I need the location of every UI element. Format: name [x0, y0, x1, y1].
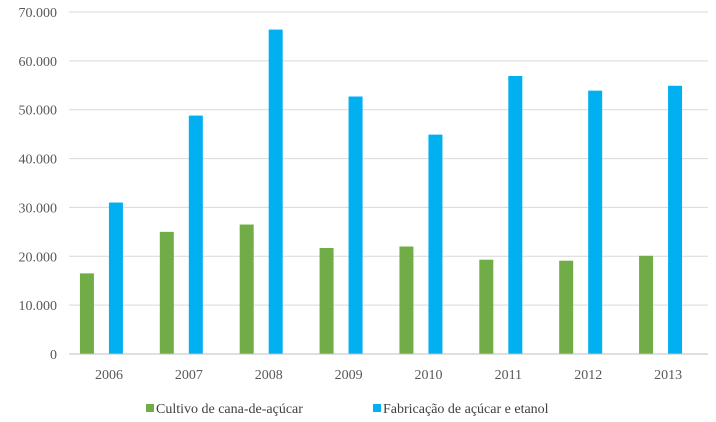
- y-tick-label: 10.000: [19, 299, 58, 314]
- bar-cultivo-2010: [399, 246, 414, 354]
- x-axis: 2006 2007 2008 2009 2010 2011 2012 2013: [69, 353, 708, 383]
- x-tick-label: 2009: [335, 368, 363, 383]
- y-tick-label: 60.000: [19, 55, 58, 70]
- x-tick-label: 2006: [95, 368, 123, 383]
- x-tick-label: 2012: [574, 368, 602, 383]
- bar-cultivo-2009: [319, 247, 334, 354]
- legend-swatch: [373, 404, 381, 412]
- y-tick-label: 40.000: [19, 153, 58, 168]
- legend: Cultivo de cana-de-açúcar Fabricação de a…: [146, 402, 549, 417]
- y-tick-label: 30.000: [19, 201, 58, 216]
- x-tick-label: 2008: [255, 368, 283, 383]
- gridlines: [69, 11, 708, 306]
- y-tick-label: 50.000: [19, 104, 58, 119]
- y-tick-label: 70.000: [19, 6, 58, 21]
- bar-cultivo-2011: [479, 259, 494, 354]
- bar-fabricacao-2012: [588, 90, 603, 354]
- x-tick-label: 2007: [175, 368, 203, 383]
- y-tick-label: 0: [50, 348, 57, 363]
- bar-fabricacao-2006: [108, 202, 123, 354]
- bar-cultivo-2008: [239, 224, 254, 354]
- bar-fabricacao-2007: [188, 115, 203, 354]
- bar-fabricacao-2008: [268, 29, 283, 355]
- legend-swatch: [146, 404, 154, 412]
- bar-fabricacao-2013: [668, 85, 683, 354]
- bar-fabricacao-2011: [508, 76, 523, 354]
- bar-cultivo-2007: [159, 231, 174, 354]
- bars: [79, 29, 683, 355]
- x-tick-label: 2010: [414, 368, 442, 383]
- bar-cultivo-2012: [559, 260, 574, 354]
- x-tick-label: 2013: [654, 368, 682, 383]
- bar-cultivo-2013: [639, 255, 654, 354]
- bar-fabricacao-2009: [348, 96, 363, 354]
- x-tick-label: 2011: [495, 368, 522, 383]
- bar-fabricacao-2010: [428, 134, 443, 354]
- y-axis: 0 10.000 20.000 30.000 40.000 50.000 60.000 70.…: [19, 6, 58, 363]
- y-tick-label: 20.000: [19, 250, 58, 265]
- legend-label: Cultivo de cana-de-açúcar: [156, 402, 303, 417]
- bar-cultivo-2006: [79, 273, 94, 354]
- legend-label: Fabricação de açúcar e etanol: [383, 402, 549, 417]
